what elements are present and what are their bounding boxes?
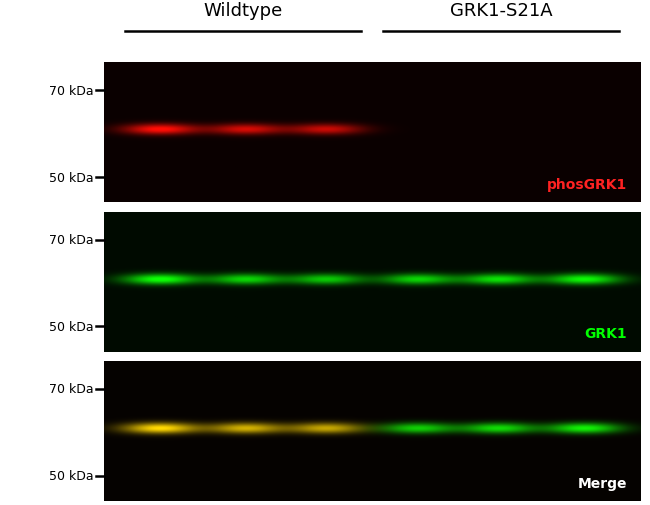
Text: Merge: Merge xyxy=(577,476,627,490)
Text: 70 kDa: 70 kDa xyxy=(49,234,94,246)
Text: 70 kDa: 70 kDa xyxy=(49,85,94,97)
Text: 50 kDa: 50 kDa xyxy=(49,469,94,482)
Text: 50 kDa: 50 kDa xyxy=(49,320,94,333)
Text: 50 kDa: 50 kDa xyxy=(49,171,94,184)
Text: GRK1: GRK1 xyxy=(584,327,627,341)
Text: 70 kDa: 70 kDa xyxy=(49,383,94,395)
Text: GRK1-S21A: GRK1-S21A xyxy=(450,2,552,20)
Text: Wildtype: Wildtype xyxy=(204,2,283,20)
Text: phosGRK1: phosGRK1 xyxy=(547,178,627,192)
